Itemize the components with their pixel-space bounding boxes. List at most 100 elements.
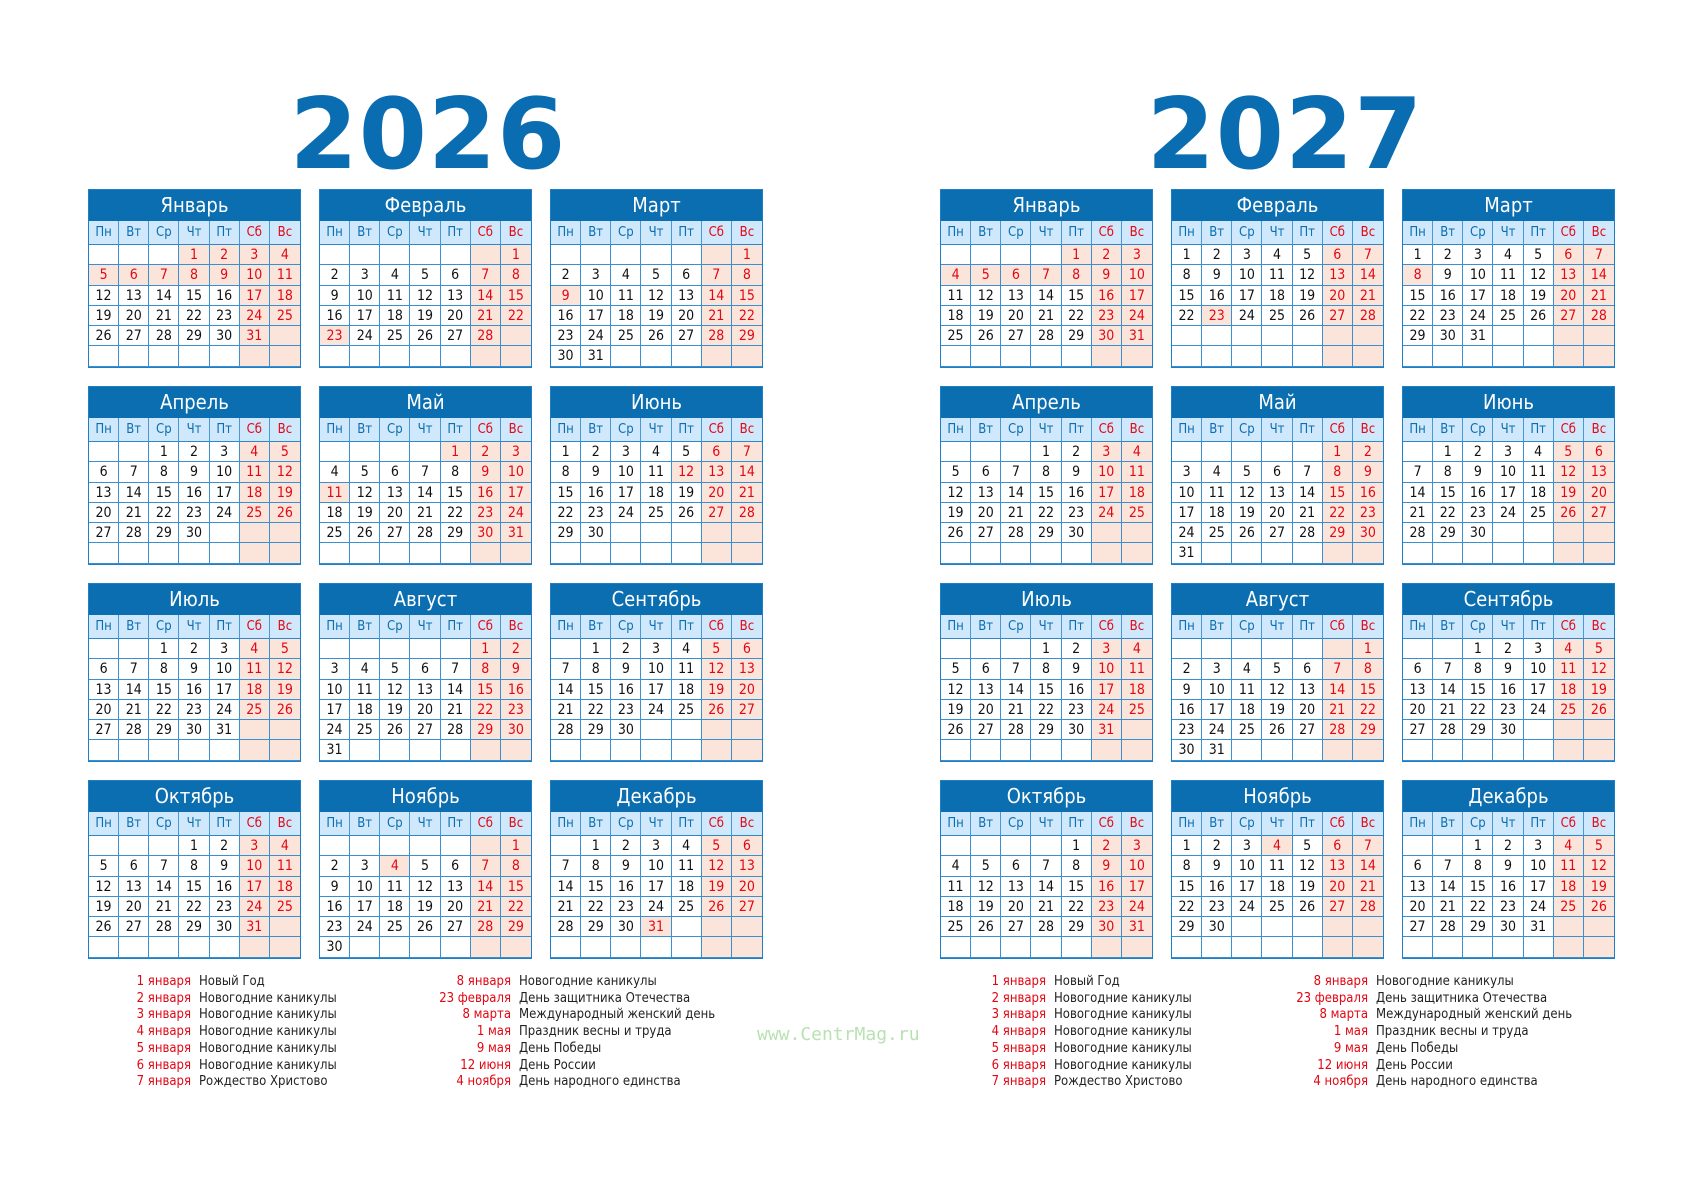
empty-cell	[971, 245, 1002, 266]
empty-cell	[89, 245, 120, 266]
day-cell: 13	[701, 462, 732, 483]
day-cell: 6	[89, 462, 120, 483]
weekday-header: Ср	[380, 221, 411, 245]
weekday-header: Сб	[1553, 221, 1584, 245]
day-cell: 13	[1583, 462, 1614, 483]
empty-cell	[380, 937, 411, 958]
day-cell: 11	[941, 876, 972, 897]
day-cell: 17	[581, 305, 612, 327]
empty-cell	[1583, 543, 1614, 564]
empty-cell	[1583, 740, 1614, 761]
day-cell: 25	[1202, 523, 1233, 544]
day-cell: 28	[149, 326, 180, 347]
day-cell: 25	[1121, 502, 1152, 524]
day-cell: 2	[1493, 639, 1524, 660]
month-name: Июнь	[1403, 387, 1614, 418]
day-cell: 18	[1553, 679, 1584, 700]
day-cell: 28	[119, 523, 150, 544]
day-cell: 27	[1583, 502, 1614, 524]
day-cell: 20	[89, 502, 120, 524]
day-cell: 28	[1322, 720, 1353, 741]
day-cell: 11	[1553, 659, 1584, 680]
day-cell: 8	[731, 265, 762, 286]
empty-cell	[1493, 937, 1524, 958]
day-cell: 8	[551, 462, 582, 483]
day-cell: 6	[119, 265, 150, 286]
empty-cell	[209, 346, 240, 367]
day-cell: 2	[320, 856, 351, 877]
day-cell: 30	[1091, 917, 1122, 938]
day-cell: 12	[971, 285, 1002, 306]
holiday-date: 1 мая	[1333, 1024, 1368, 1040]
day-cell: 7	[551, 856, 582, 877]
weekday-header: Пт	[1061, 418, 1092, 442]
month-grid: Пн Вт Ср Чт Пт Сб Вс 1 2 3 4 5 6 7 8 9 10 11 12 13 14 15 16 17 1…	[941, 615, 1152, 761]
day-cell: 16	[179, 679, 210, 700]
weekday-header: Вс	[500, 221, 531, 245]
day-cell: 1	[500, 836, 531, 857]
weekday-header: Вт	[350, 418, 381, 442]
weekday-header: Чт	[1031, 615, 1062, 639]
empty-cell	[1202, 442, 1233, 463]
weekday-header: Чт	[641, 418, 672, 442]
day-cell: 11	[380, 876, 411, 897]
holiday-name: День народного единства	[519, 1074, 681, 1090]
empty-cell	[1553, 523, 1584, 544]
holiday-name: Новогодние каникулы	[1054, 1024, 1192, 1040]
holiday-name: Новогодние каникулы	[519, 974, 657, 989]
empty-cell	[641, 720, 672, 741]
empty-cell	[671, 346, 702, 367]
day-cell: 1	[1172, 836, 1203, 857]
day-cell: 17	[500, 482, 531, 503]
weekday-header: Ср	[149, 615, 180, 639]
day-cell: 4	[350, 659, 381, 680]
day-cell: 2	[1202, 836, 1233, 857]
empty-cell	[470, 543, 501, 564]
day-cell: 30	[470, 523, 501, 544]
day-cell: 17	[1121, 285, 1152, 306]
day-cell: 20	[1001, 305, 1032, 327]
day-cell: 2	[581, 442, 612, 463]
day-cell: 28	[410, 523, 441, 544]
empty-cell	[1061, 543, 1092, 564]
month-grid: Пн Вт Ср Чт Пт Сб Вс 1 2 3 4 5 6 7 8 9 10 11 12 13 14 15 16 17 1…	[1403, 221, 1614, 367]
empty-cell	[971, 740, 1002, 761]
day-cell: 1	[1463, 836, 1494, 857]
day-cell: 7	[1322, 659, 1353, 680]
day-cell: 9	[1091, 265, 1122, 286]
day-cell: 18	[269, 285, 300, 306]
day-cell: 8	[581, 659, 612, 680]
month-grid: Пн Вт Ср Чт Пт Сб Вс 1 2 3 4 5 6 7 8 9 10 11 12 13 14 15 16 17 1…	[320, 221, 531, 367]
day-cell: 6	[1001, 856, 1032, 877]
empty-cell	[269, 937, 300, 958]
empty-cell	[89, 639, 120, 660]
day-cell: 20	[1553, 285, 1584, 306]
weekday-header: Вс	[1583, 221, 1614, 245]
day-cell: 18	[1121, 679, 1152, 700]
day-cell: 5	[1262, 659, 1293, 680]
weekday-header: Пт	[671, 418, 702, 442]
day-cell: 3	[1121, 836, 1152, 857]
empty-cell	[380, 740, 411, 761]
day-cell: 7	[149, 265, 180, 286]
day-cell: 16	[1463, 482, 1494, 503]
empty-cell	[1553, 326, 1584, 347]
day-cell: 12	[1553, 462, 1584, 483]
weekday-header: Вс	[1352, 615, 1383, 639]
empty-cell	[1202, 639, 1233, 660]
empty-cell	[239, 740, 270, 761]
empty-cell	[410, 836, 441, 857]
month-name: Январь	[89, 190, 300, 221]
day-cell: 17	[1523, 679, 1554, 700]
day-cell: 25	[941, 917, 972, 938]
day-cell: 29	[581, 917, 612, 938]
day-cell: 15	[581, 679, 612, 700]
day-cell: 18	[269, 876, 300, 897]
legend-item: 23 февраля День защитника Отечества	[1268, 991, 1572, 1008]
weekday-header: Чт	[1262, 812, 1293, 836]
day-cell: 21	[1433, 896, 1464, 918]
empty-cell	[941, 245, 972, 266]
day-cell: 10	[1463, 265, 1494, 286]
day-cell: 28	[119, 720, 150, 741]
empty-cell	[1232, 543, 1263, 564]
